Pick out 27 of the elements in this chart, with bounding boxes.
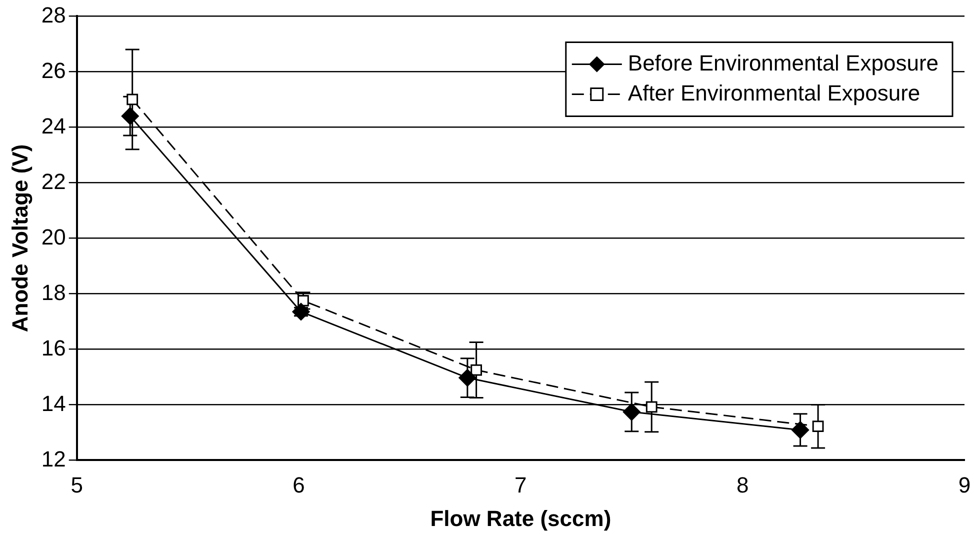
y-tick-label: 26 bbox=[41, 58, 66, 83]
x-tick-label: 8 bbox=[736, 472, 749, 498]
point bbox=[792, 421, 810, 439]
point bbox=[622, 403, 640, 421]
y-tick-label: 24 bbox=[41, 113, 66, 138]
y-tick-label: 14 bbox=[41, 390, 66, 416]
legend-label: After Environmental Exposure bbox=[628, 80, 920, 106]
x-tick-label: 6 bbox=[292, 472, 305, 498]
y-axis-title: Anode Voltage (V) bbox=[7, 144, 32, 332]
x-tick-label: 5 bbox=[70, 472, 83, 498]
x-axis-title: Flow Rate (sccm) bbox=[430, 506, 612, 531]
legend-label: Before Environmental Exposure bbox=[628, 50, 939, 76]
x-tick-label: 7 bbox=[514, 472, 527, 498]
point bbox=[292, 302, 310, 320]
y-tick-label: 28 bbox=[41, 2, 66, 28]
y-tick-label: 22 bbox=[41, 168, 66, 194]
point bbox=[470, 364, 482, 376]
y-tick-label: 16 bbox=[41, 335, 66, 360]
x-tick-label: 9 bbox=[958, 472, 971, 498]
point bbox=[646, 401, 658, 413]
point bbox=[121, 107, 139, 125]
point bbox=[812, 420, 824, 432]
y-tick-label: 12 bbox=[41, 446, 66, 472]
point bbox=[458, 369, 476, 387]
y-tick-label: 20 bbox=[41, 224, 66, 250]
y-tick-label: 18 bbox=[41, 280, 66, 305]
point bbox=[126, 94, 138, 106]
